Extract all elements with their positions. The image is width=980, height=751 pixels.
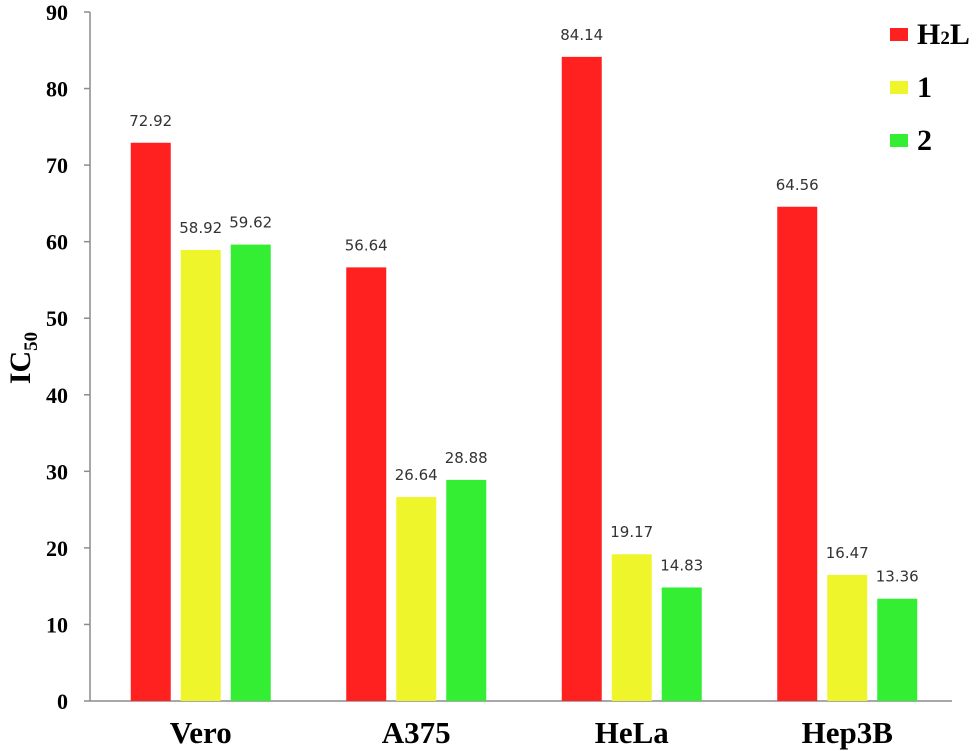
data-labels: 72.92 58.92 59.62 56.64 26.64 28.88 84.14 19.17… bbox=[129, 26, 918, 586]
y-axis-title-subscript: 50 bbox=[21, 332, 42, 351]
y-axis-title-main: IC bbox=[4, 351, 37, 384]
legend-label-main: H bbox=[917, 18, 940, 51]
y-tick-label: 90 bbox=[46, 0, 68, 25]
x-category-label: A375 bbox=[382, 715, 451, 750]
x-category-label: Hep3B bbox=[802, 715, 893, 750]
legend-swatch bbox=[890, 28, 908, 41]
bar bbox=[230, 244, 271, 701]
y-tick-label: 60 bbox=[46, 230, 68, 255]
y-tick-label: 20 bbox=[46, 536, 68, 561]
x-category-label: Vero bbox=[170, 715, 232, 750]
y-axis-label: IC50 bbox=[4, 332, 42, 384]
y-tick-label: 10 bbox=[46, 612, 68, 637]
y-tick-label: 80 bbox=[46, 77, 68, 102]
legend-label-subscript: 2 bbox=[940, 28, 950, 49]
y-tick-label: 30 bbox=[46, 459, 68, 484]
data-label: 56.64 bbox=[345, 236, 388, 254]
x-axis: Vero A375 HeLa Hep3B bbox=[90, 700, 952, 750]
data-label: 28.88 bbox=[445, 449, 488, 467]
data-label: 58.92 bbox=[179, 219, 222, 237]
data-label: 13.36 bbox=[876, 568, 919, 586]
data-label: 72.92 bbox=[129, 112, 172, 130]
legend-swatch bbox=[890, 81, 908, 94]
bar bbox=[661, 587, 702, 701]
y-tick-label: 70 bbox=[46, 153, 68, 178]
legend-label: 1 bbox=[917, 71, 932, 104]
data-label: 84.14 bbox=[560, 26, 603, 44]
bar bbox=[561, 56, 602, 701]
y-axis: 0 10 20 30 40 50 60 70 80 90 bbox=[46, 0, 91, 714]
y-tick-label: 0 bbox=[57, 689, 68, 714]
bar bbox=[396, 497, 437, 701]
bar bbox=[180, 249, 221, 701]
x-category-label: HeLa bbox=[595, 715, 670, 750]
bar bbox=[446, 479, 487, 701]
data-label: 14.83 bbox=[660, 556, 703, 574]
legend-label: H2L bbox=[917, 18, 970, 51]
data-label: 64.56 bbox=[776, 176, 819, 194]
bar bbox=[777, 206, 818, 702]
bar bbox=[611, 554, 652, 701]
legend-swatch bbox=[890, 134, 908, 147]
data-label: 16.47 bbox=[826, 544, 869, 562]
y-tick-label: 50 bbox=[46, 306, 68, 331]
bar bbox=[346, 267, 387, 701]
y-tick-label: 40 bbox=[46, 383, 68, 408]
legend-label-main: 1 bbox=[917, 71, 932, 104]
data-label: 26.64 bbox=[395, 466, 438, 484]
data-label: 59.62 bbox=[229, 214, 272, 232]
bar bbox=[877, 598, 918, 701]
legend-label-tail: L bbox=[950, 18, 970, 51]
legend-label: 2 bbox=[917, 124, 932, 157]
data-label: 19.17 bbox=[610, 523, 653, 541]
y-axis-title: IC50 bbox=[4, 332, 42, 384]
bars bbox=[130, 56, 918, 702]
bar bbox=[827, 574, 868, 701]
legend-label-main: 2 bbox=[917, 124, 932, 157]
bar bbox=[130, 142, 171, 701]
